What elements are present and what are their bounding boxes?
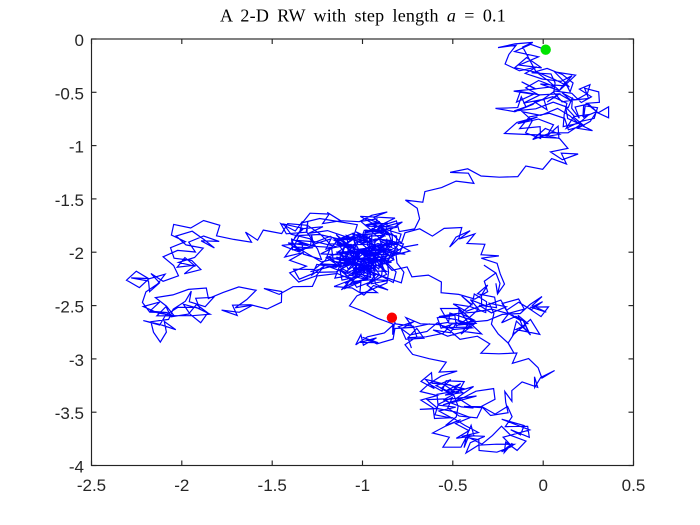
svg-text:-0.5: -0.5 <box>438 476 467 495</box>
svg-text:A 2-D RW with step length a =: A 2-D RW with step length a = 0.1 <box>220 6 506 26</box>
svg-text:-1.5: -1.5 <box>55 191 84 210</box>
svg-text:-2.5: -2.5 <box>77 476 106 495</box>
svg-text:-1: -1 <box>69 138 84 157</box>
svg-text:0: 0 <box>75 31 84 50</box>
svg-text:-2: -2 <box>174 476 189 495</box>
svg-text:-3: -3 <box>69 351 84 370</box>
svg-text:-1: -1 <box>355 476 370 495</box>
svg-text:-2: -2 <box>69 244 84 263</box>
svg-text:0.5: 0.5 <box>622 476 646 495</box>
svg-text:-1.5: -1.5 <box>258 476 287 495</box>
svg-text:0: 0 <box>538 476 547 495</box>
svg-text:-2.5: -2.5 <box>55 298 84 317</box>
svg-text:-3.5: -3.5 <box>55 404 84 423</box>
svg-text:-4: -4 <box>69 458 84 477</box>
svg-text:-0.5: -0.5 <box>55 84 84 103</box>
